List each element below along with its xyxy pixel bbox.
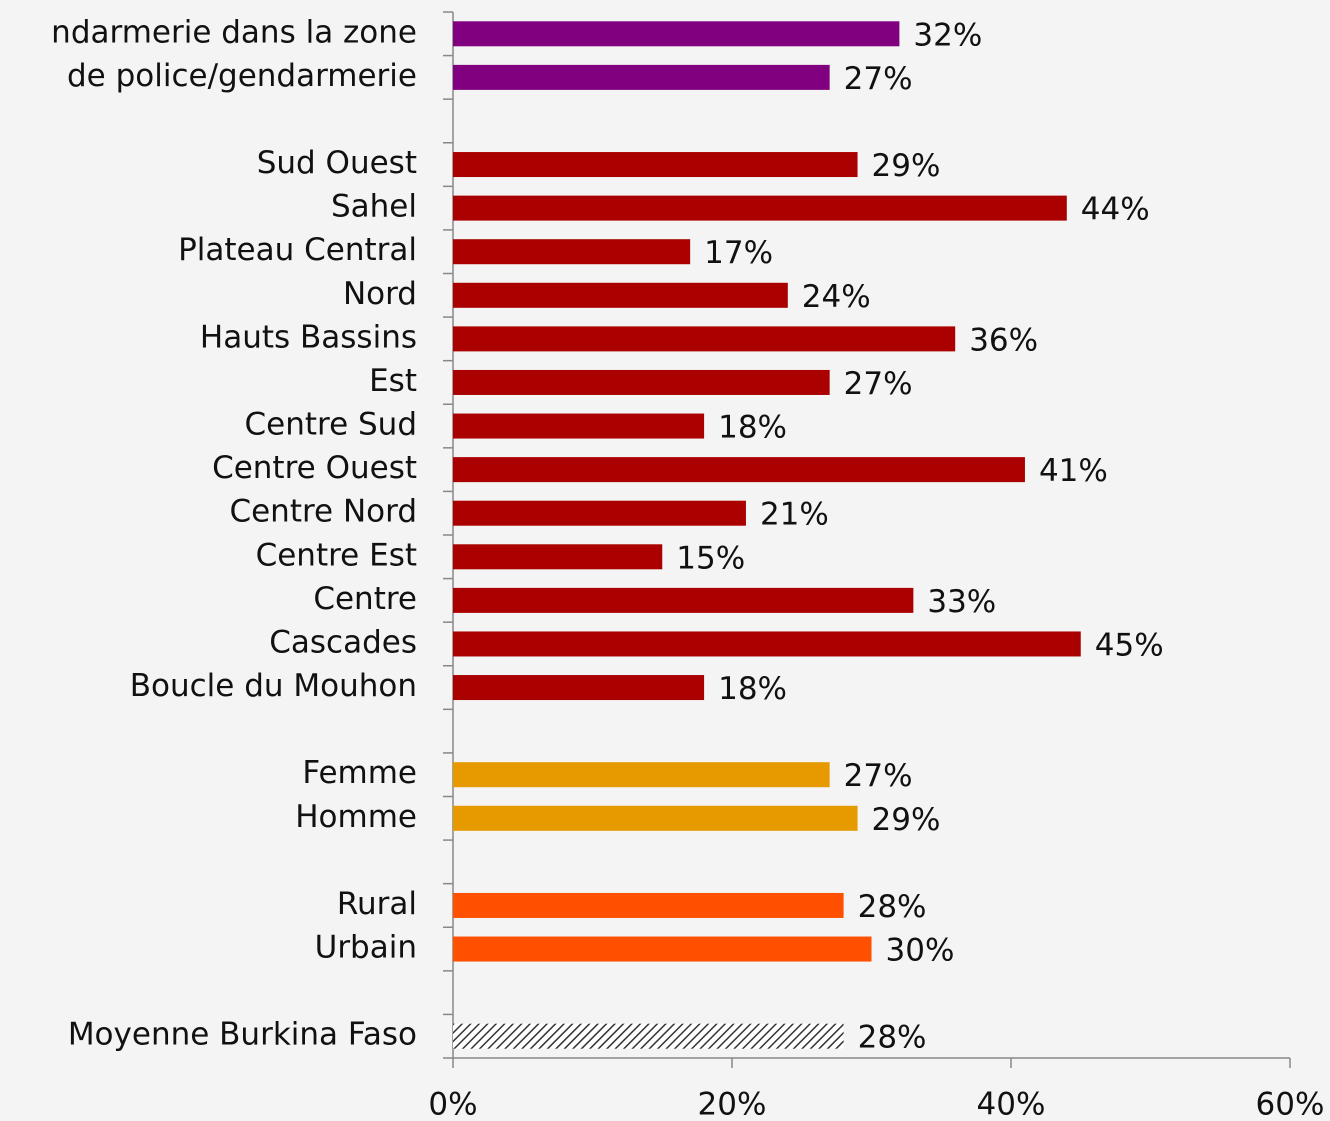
value-label: 15% — [676, 540, 745, 576]
bar — [453, 195, 1067, 221]
bar — [453, 152, 858, 178]
bar — [453, 239, 691, 265]
bar — [453, 762, 830, 788]
value-label: 24% — [802, 279, 871, 315]
bar — [453, 326, 956, 352]
value-label: 36% — [969, 322, 1038, 358]
value-label: 29% — [872, 148, 941, 184]
value-label: 41% — [1039, 453, 1108, 489]
value-label: 32% — [913, 17, 982, 53]
value-label: 45% — [1095, 627, 1164, 663]
bar — [453, 369, 830, 395]
category-label: de police/gendarmerie — [67, 58, 417, 94]
bar — [453, 21, 900, 47]
bar — [453, 587, 914, 613]
bar — [453, 500, 746, 526]
value-label: 33% — [927, 584, 996, 620]
bar — [453, 675, 705, 701]
category-label: Centre Nord — [229, 494, 417, 530]
category-label: Centre Sud — [244, 407, 417, 443]
bar — [453, 631, 1081, 657]
category-label: Moyenne Burkina Faso — [68, 1017, 417, 1053]
x-tick-label: 40% — [977, 1087, 1046, 1121]
bar — [453, 544, 663, 570]
category-label: Femme — [302, 755, 417, 791]
bar — [453, 892, 844, 918]
category-label: Rural — [337, 886, 417, 922]
bar — [453, 936, 872, 962]
category-label: Plateau Central — [178, 232, 417, 268]
value-label: 28% — [858, 889, 927, 925]
bar — [453, 413, 705, 439]
bar — [453, 282, 788, 308]
category-label: ndarmerie dans la zone — [51, 14, 417, 50]
category-label: Centre Est — [256, 537, 417, 573]
value-label: 18% — [718, 671, 787, 707]
value-label: 44% — [1081, 192, 1150, 228]
category-label: Homme — [295, 799, 417, 835]
value-label: 27% — [844, 61, 913, 97]
category-label: Hauts Bassins — [200, 319, 417, 355]
value-label: 27% — [844, 758, 913, 794]
category-label: Boucle du Mouhon — [130, 668, 417, 704]
x-tick-label: 20% — [698, 1087, 767, 1121]
category-label: Urbain — [315, 930, 417, 966]
value-label: 28% — [858, 1020, 927, 1056]
x-tick-label: 60% — [1256, 1087, 1325, 1121]
category-label: Sud Ouest — [257, 145, 417, 181]
value-label: 18% — [718, 410, 787, 446]
category-label: Nord — [343, 276, 417, 312]
value-label: 27% — [844, 366, 913, 402]
x-tick-label: 0% — [428, 1087, 477, 1121]
value-label: 29% — [872, 802, 941, 838]
category-label: Centre Ouest — [212, 450, 417, 486]
category-label: Est — [369, 363, 417, 399]
bar — [453, 805, 858, 831]
bar — [453, 457, 1025, 483]
bar — [453, 1023, 844, 1049]
value-label: 21% — [760, 497, 829, 533]
value-label: 30% — [886, 933, 955, 969]
value-label: 17% — [704, 235, 773, 271]
bar — [453, 64, 830, 90]
category-label: Sahel — [331, 189, 417, 225]
category-label: Centre — [313, 581, 417, 617]
category-label: Cascades — [269, 624, 417, 660]
